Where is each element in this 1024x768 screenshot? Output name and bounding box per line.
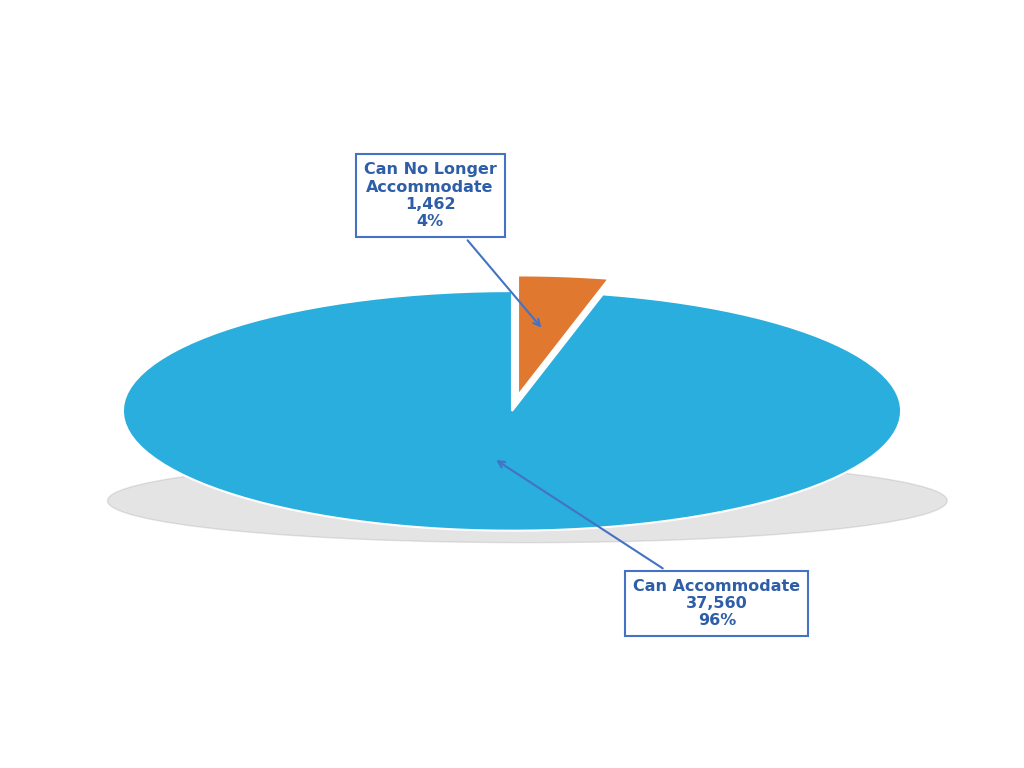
Text: Can No Longer
Accommodate
1,462
4%: Can No Longer Accommodate 1,462 4%	[364, 162, 540, 326]
Polygon shape	[123, 291, 901, 531]
Ellipse shape	[108, 458, 947, 543]
Text: 10: 10	[967, 729, 993, 750]
Text: Department of Education: Department of Education	[378, 730, 646, 749]
Text: Can Accommodate
37,560
96%: Can Accommodate 37,560 96%	[498, 462, 801, 628]
Text: Absorptive Capacity of Public Elementary Schools:: Absorptive Capacity of Public Elementary…	[0, 24, 1024, 61]
Text: Based on Teachers: Based on Teachers	[316, 73, 708, 110]
Polygon shape	[518, 276, 609, 396]
